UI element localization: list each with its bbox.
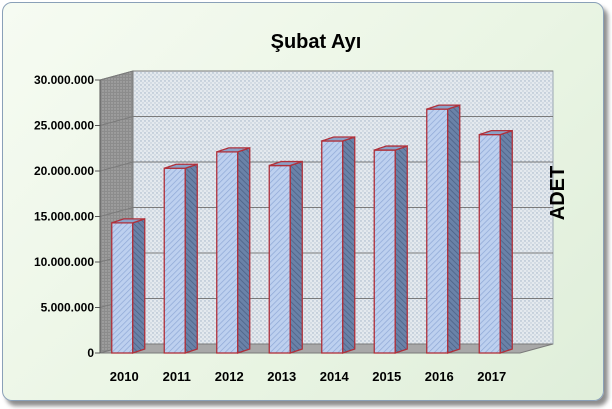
y-axis-label: ADET	[547, 166, 569, 220]
bar-top	[164, 163, 198, 169]
x-tick-label: 2012	[215, 369, 244, 384]
bar-top	[216, 147, 250, 153]
x-tick-label: 2014	[320, 369, 350, 384]
bar-side	[289, 160, 303, 354]
gridline	[99, 161, 553, 172]
bar	[373, 145, 408, 354]
x-tick-label: 2016	[425, 369, 454, 384]
gridline	[99, 116, 553, 126]
y-tick-label: 5.000.000	[41, 301, 95, 315]
bar-top	[321, 136, 355, 142]
bars	[111, 104, 513, 354]
bar-side	[132, 217, 146, 354]
gridline	[99, 207, 553, 217]
bar-front	[216, 151, 239, 354]
bar-side	[342, 136, 356, 354]
bar-front	[373, 149, 396, 354]
bar-top	[426, 104, 460, 110]
x-tick-label: 2011	[163, 369, 191, 384]
y-tick-label: 30.000.000	[34, 73, 94, 87]
bar-top	[269, 160, 303, 167]
y-axis-ticks: 0 5.000.000 10.000.000 15.000.000 20.000.000…	[34, 73, 101, 360]
y-tick-label: 10.000.000	[34, 255, 94, 269]
bar-front	[111, 222, 134, 354]
x-tick-label: 2010	[110, 369, 139, 384]
bar-top	[479, 129, 513, 136]
bar-front	[426, 108, 449, 354]
bar	[268, 160, 303, 354]
bar-side	[394, 145, 408, 354]
y-tick-label: 20.000.000	[34, 164, 94, 178]
bar	[321, 136, 356, 354]
bar	[163, 163, 198, 354]
bar	[216, 146, 251, 354]
x-tick-label: 2013	[267, 369, 296, 384]
y-tick-label: 0	[87, 346, 94, 360]
x-tick-label: 2015	[372, 369, 401, 384]
bar	[111, 217, 146, 354]
x-tick-label: 2017	[477, 369, 506, 384]
bar-front	[478, 133, 501, 354]
bar-side	[447, 104, 461, 354]
bar-side	[184, 163, 198, 354]
x-axis-ticks: 2010 2011 2012 2013 2014 2015 2016 2017	[110, 369, 506, 384]
y-tick-label: 25.000.000	[34, 119, 94, 133]
gridline	[99, 70, 553, 81]
chart-title: Şubat Ayı	[271, 31, 362, 53]
bar-side	[237, 146, 251, 354]
bar	[426, 104, 461, 354]
bar-front	[268, 164, 291, 354]
bar-top	[111, 218, 145, 224]
bar-front	[321, 140, 344, 354]
bar-front	[163, 167, 186, 354]
bar-top	[374, 145, 408, 151]
bar	[478, 129, 513, 354]
bar-side	[499, 129, 513, 354]
y-tick-label: 15.000.000	[34, 210, 94, 224]
